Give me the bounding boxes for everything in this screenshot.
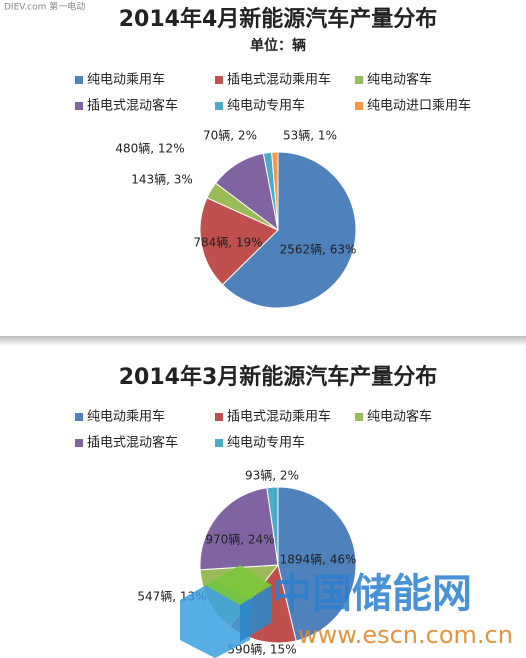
legend-label: 纯电动乘用车	[87, 409, 165, 425]
legend-label: 插电式混动乘用车	[227, 409, 331, 425]
pie-slice	[221, 151, 357, 309]
data-label: 1894辆, 46%	[280, 553, 357, 567]
legend-swatch	[75, 439, 83, 447]
legend-label: 纯电动专用车	[227, 435, 305, 451]
watermark-cube-top	[205, 565, 272, 605]
data-label: 590辆, 15%	[227, 643, 296, 657]
legend-label: 插电式混动客车	[87, 98, 178, 114]
data-label: 784辆, 19%	[193, 236, 262, 250]
watermark-cube-side	[240, 585, 272, 642]
legend-label: 纯电动乘用车	[87, 72, 165, 88]
legend-swatch	[75, 76, 83, 84]
pie-slice	[199, 197, 279, 286]
watermark-brand: 中国储能网	[272, 571, 472, 617]
data-label: 53辆, 1%	[283, 129, 337, 143]
legend-label: 纯电动客车	[367, 409, 432, 425]
watermark-source: DIEV.com 第一电动	[4, 1, 85, 13]
pie-slice	[277, 486, 357, 642]
chart-title: 2014年3月新能源汽车产量分布	[119, 364, 438, 390]
legend-swatch	[355, 102, 363, 110]
legend-label: 插电式混动客车	[87, 435, 178, 451]
separator	[0, 336, 526, 346]
legend-label: 纯电动进口乘用车	[367, 98, 471, 114]
data-label: 93辆, 2%	[245, 469, 299, 483]
chart-title: 2014年4月新能源汽车产量分布	[119, 6, 438, 32]
data-label: 480辆, 12%	[115, 142, 184, 156]
legend-swatch	[215, 102, 223, 110]
data-label: 70辆, 2%	[203, 129, 257, 143]
data-label: 143辆, 3%	[131, 173, 193, 187]
legend-swatch	[75, 413, 83, 421]
legend-swatch	[215, 439, 223, 447]
data-label: 970辆, 24%	[205, 533, 274, 547]
legend-swatch	[75, 102, 83, 110]
pie-slice	[266, 486, 279, 566]
legend-label: 纯电动客车	[367, 72, 432, 88]
legend-swatch	[215, 413, 223, 421]
legend-label: 纯电动专用车	[227, 98, 305, 114]
legend-swatch	[355, 413, 363, 421]
pie-slice	[271, 151, 279, 231]
watermark-url: www.escn.com.cn	[298, 621, 513, 649]
watermark: 中国储能网 www.escn.com.cn	[180, 565, 513, 658]
data-label: 2562辆, 63%	[280, 243, 357, 257]
chart-subtitle: 单位：辆	[250, 37, 306, 54]
legend-swatch	[215, 76, 223, 84]
pie-slice	[199, 487, 279, 571]
legend-swatch	[355, 76, 363, 84]
legend-label: 插电式混动乘用车	[227, 72, 331, 88]
